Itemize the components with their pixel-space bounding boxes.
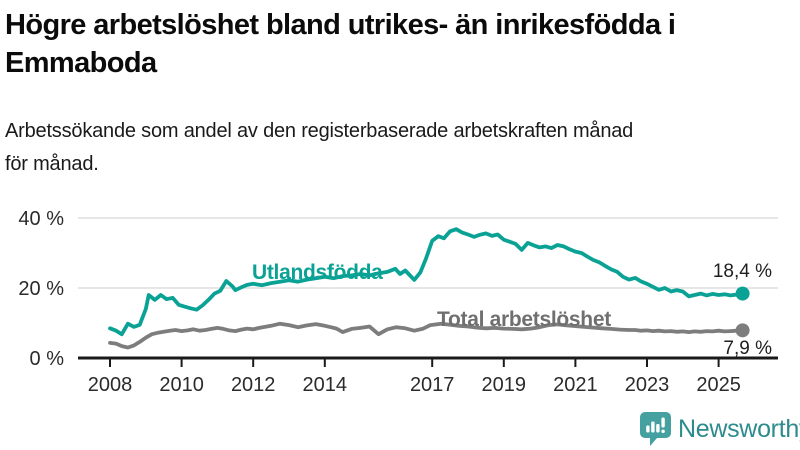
x-tick-label-2010: 2010 (159, 374, 204, 396)
y-tick-label-20: 20 % (18, 278, 64, 300)
x-tick-label-2025: 2025 (696, 374, 741, 396)
chart-subtitle: Arbetssökande som andel av den registerb… (5, 120, 634, 175)
newsworthy-logo-text: Newsworthy (678, 414, 800, 443)
x-tick-label-2023: 2023 (625, 374, 670, 396)
series-line-total (108, 321, 745, 350)
end-value-total: 7,9 % (723, 338, 772, 359)
series-end-dot-utlandsfodda (735, 286, 750, 301)
series-line-utlandsfodda (108, 227, 745, 337)
y-tick-label-0: 0 % (30, 348, 65, 370)
x-tick-label-2008: 2008 (88, 374, 133, 396)
x-tick-label-2019: 2019 (482, 374, 527, 396)
newsworthy-logo: Newsworthy (640, 412, 800, 446)
newsworthy-chart-bubble-icon (640, 412, 671, 446)
x-tick-label-2014: 2014 (303, 374, 348, 396)
page-title: Högre arbetslöshet bland utrikes- än inr… (5, 9, 676, 79)
x-tick-label-2012: 2012 (231, 374, 276, 396)
end-value-utlandsfodda: 18,4 % (712, 261, 772, 282)
x-tick-label-2017: 2017 (410, 374, 455, 396)
series-end-dot-total (735, 323, 750, 338)
x-tick-label-2021: 2021 (553, 374, 598, 396)
series-label-total-arbetsloshet: Total arbetslöshet (437, 308, 611, 331)
series-label-utlandsfodda: Utlandsfödda (252, 261, 383, 284)
y-tick-label-40: 40 % (18, 208, 64, 230)
